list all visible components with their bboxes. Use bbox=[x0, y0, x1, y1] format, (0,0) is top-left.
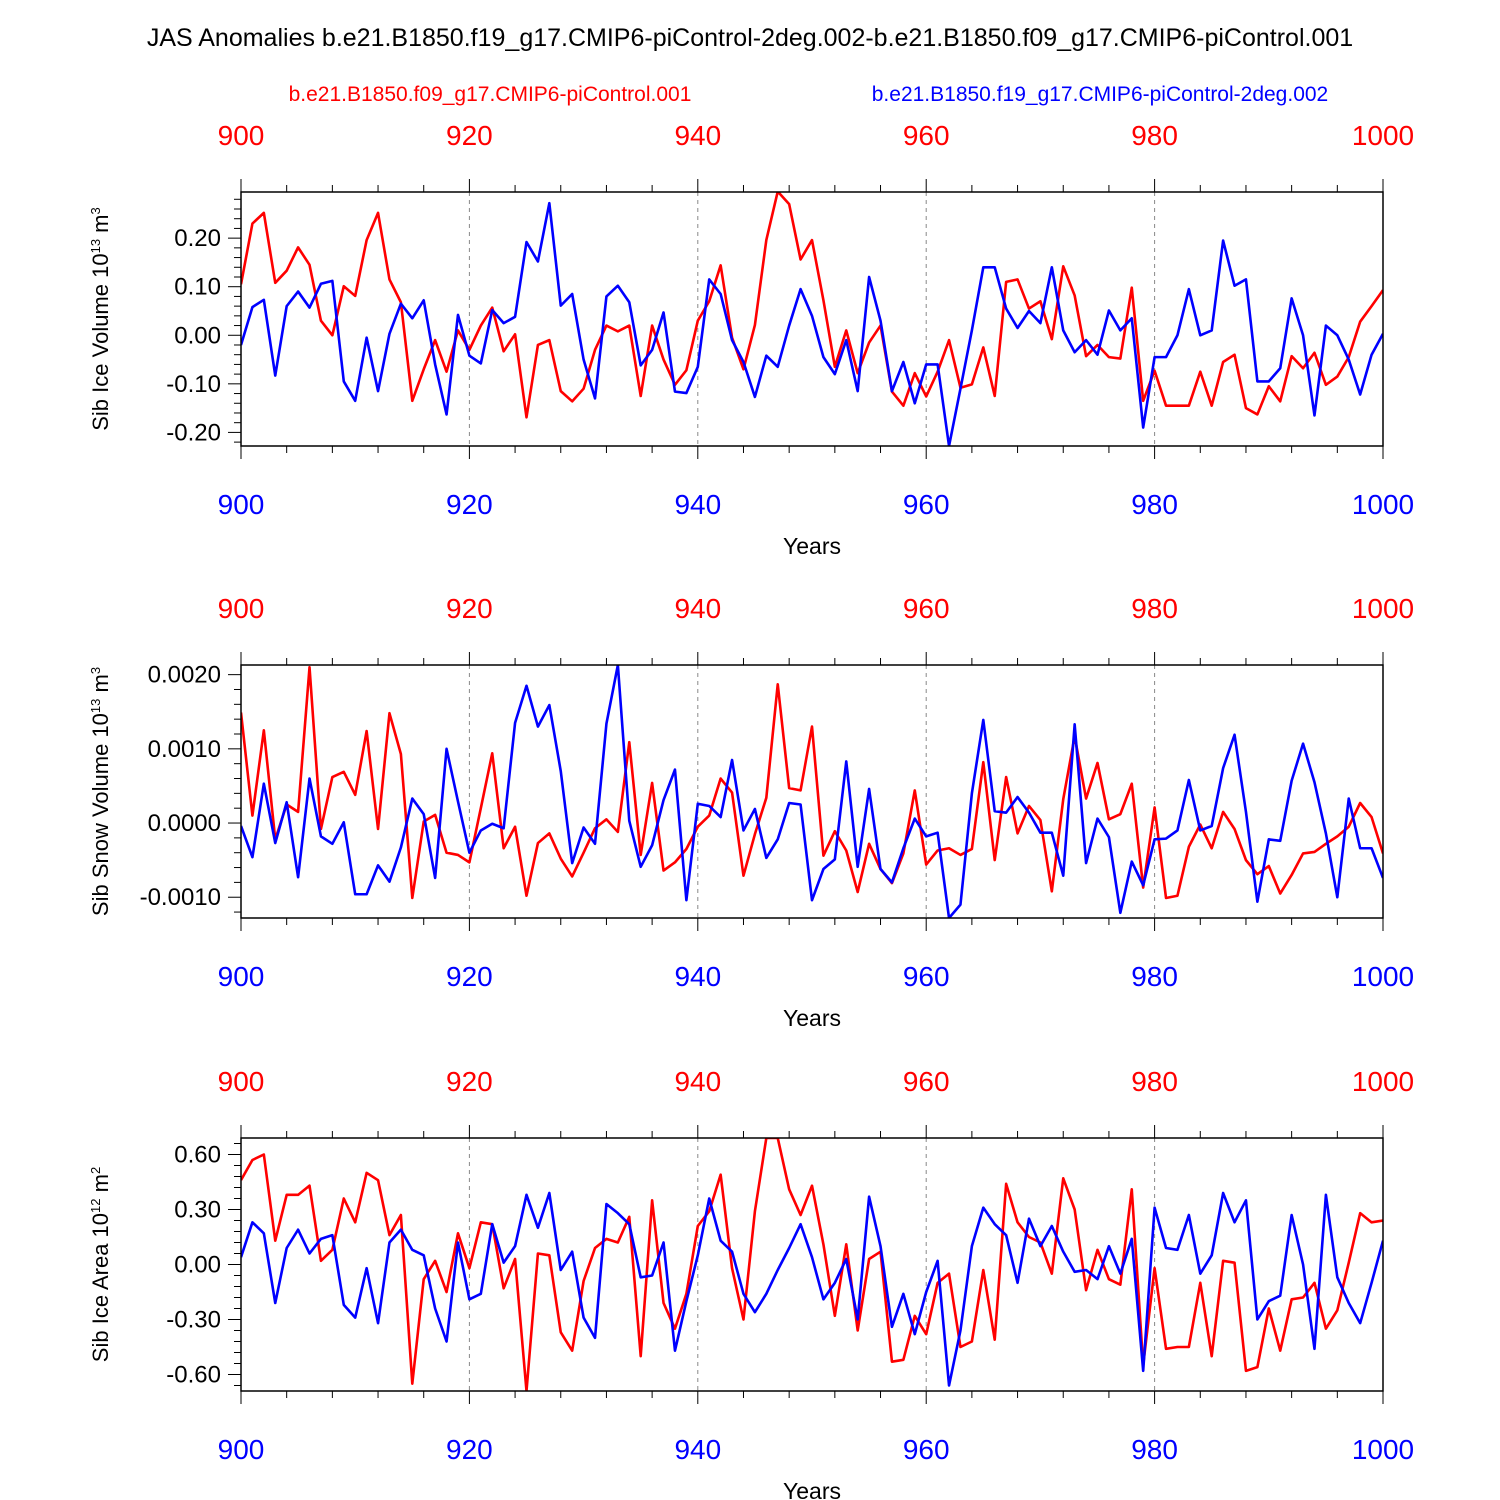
plot-frame bbox=[240, 191, 1384, 447]
y-axis-title-part: 13 bbox=[88, 699, 103, 713]
panels: -0.20 -0.10 0.00 0.10 0.20 900 900 920 920 940 940… bbox=[88, 120, 1414, 1500]
y-axis-title-part: 12 bbox=[88, 1199, 103, 1213]
y-tick-label: 0.60 bbox=[174, 1142, 221, 1169]
x-tick-label-bottom: 960 bbox=[903, 489, 950, 520]
x-tick-label-bottom: 960 bbox=[903, 1434, 950, 1465]
y-tick-label: -0.30 bbox=[166, 1307, 221, 1334]
x-tick-label-top: 900 bbox=[218, 1066, 265, 1097]
figure-title: JAS Anomalies b.e21.B1850.f19_g17.CMIP6-… bbox=[147, 24, 1353, 52]
y-tick-label: -0.20 bbox=[166, 419, 221, 446]
y-tick-label: 0.00 bbox=[174, 322, 221, 349]
x-axis-title: Years bbox=[783, 1005, 841, 1031]
y-axis-title-part: m bbox=[88, 674, 113, 698]
x-tick-label-bottom: 900 bbox=[218, 961, 265, 992]
chart-panel-3: -0.60 -0.30 0.00 0.30 0.60 900 900 920 920 940 940… bbox=[88, 1066, 1414, 1500]
y-axis-title-part: 2 bbox=[88, 1167, 103, 1174]
y-axis-title-part: m bbox=[88, 1174, 113, 1198]
x-tick-label-top: 920 bbox=[446, 120, 493, 151]
y-tick-label: -0.0010 bbox=[140, 884, 221, 911]
y-axis-title-part: 3 bbox=[88, 207, 103, 214]
x-tick-label-bottom: 980 bbox=[1131, 489, 1178, 520]
series-line-blue bbox=[241, 201, 1383, 446]
x-tick-label-top: 920 bbox=[446, 593, 493, 624]
y-tick-label: 0.0020 bbox=[148, 662, 221, 689]
x-tick-label-top: 940 bbox=[674, 120, 721, 151]
chart-panel-2: -0.0010 0.0000 0.0010 0.0020 900 900 920 920 940… bbox=[88, 593, 1414, 1031]
x-tick-label-top: 980 bbox=[1131, 120, 1178, 151]
x-tick-label-bottom: 980 bbox=[1131, 1434, 1178, 1465]
series-line-blue bbox=[241, 665, 1383, 918]
x-tick-label-top: 960 bbox=[903, 593, 950, 624]
legend-blue-label: b.e21.B1850.f19_g17.CMIP6-piControl-2deg… bbox=[872, 83, 1328, 106]
x-tick-label-top: 1000 bbox=[1352, 593, 1414, 624]
x-tick-label-bottom: 1000 bbox=[1352, 961, 1414, 992]
x-tick-label-top: 980 bbox=[1131, 593, 1178, 624]
y-axis-title-part: m bbox=[88, 214, 113, 238]
y-tick-label: 0.0010 bbox=[148, 736, 221, 763]
x-axis-title: Years bbox=[783, 1478, 841, 1500]
series-line-blue bbox=[241, 1191, 1383, 1387]
x-tick-label-bottom: 920 bbox=[446, 489, 493, 520]
x-tick-label-bottom: 900 bbox=[218, 1434, 265, 1465]
x-tick-label-bottom: 900 bbox=[218, 489, 265, 520]
x-tick-label-bottom: 940 bbox=[674, 961, 721, 992]
y-tick-label: 0.00 bbox=[174, 1252, 221, 1279]
x-tick-label-bottom: 960 bbox=[903, 961, 950, 992]
x-tick-label-top: 1000 bbox=[1352, 120, 1414, 151]
x-tick-label-bottom: 940 bbox=[674, 1434, 721, 1465]
y-tick-label: 0.30 bbox=[174, 1197, 221, 1224]
y-tick-label: 0.10 bbox=[174, 274, 221, 301]
x-tick-label-bottom: 920 bbox=[446, 1434, 493, 1465]
series-line-red bbox=[241, 1138, 1383, 1391]
x-tick-label-bottom: 940 bbox=[674, 489, 721, 520]
y-axis-title-part: Sib Snow Volume 10 bbox=[88, 713, 113, 916]
x-tick-label-top: 940 bbox=[674, 1066, 721, 1097]
y-tick-label: 0.20 bbox=[174, 225, 221, 252]
y-tick-label: -0.10 bbox=[166, 371, 221, 398]
series-line-red bbox=[241, 665, 1383, 900]
y-axis-title: Sib Snow Volume 1013 m3 bbox=[88, 667, 113, 916]
x-tick-label-top: 1000 bbox=[1352, 1066, 1414, 1097]
y-axis-title-part: Sib Ice Volume 10 bbox=[88, 253, 113, 430]
plot-frame bbox=[240, 1137, 1384, 1392]
y-axis-title-part: 13 bbox=[88, 239, 103, 253]
plot-frame bbox=[240, 664, 1384, 919]
legend-red-label: b.e21.B1850.f09_g17.CMIP6-piControl.001 bbox=[289, 83, 692, 106]
x-tick-label-top: 960 bbox=[903, 120, 950, 151]
x-tick-label-top: 920 bbox=[446, 1066, 493, 1097]
x-tick-label-top: 940 bbox=[674, 593, 721, 624]
x-tick-label-bottom: 980 bbox=[1131, 961, 1178, 992]
x-tick-label-top: 980 bbox=[1131, 1066, 1178, 1097]
y-axis-title: Sib Ice Area 1012 m2 bbox=[88, 1167, 113, 1362]
x-tick-label-top: 900 bbox=[218, 120, 265, 151]
x-axis-title: Years bbox=[783, 533, 841, 559]
y-tick-label: 0.0000 bbox=[148, 810, 221, 837]
x-tick-label-bottom: 1000 bbox=[1352, 1434, 1414, 1465]
y-axis-title: Sib Ice Volume 1013 m3 bbox=[88, 207, 113, 431]
y-tick-label: -0.60 bbox=[166, 1362, 221, 1389]
chart-panel-1: -0.20 -0.10 0.00 0.10 0.20 900 900 920 920 940 940… bbox=[88, 120, 1414, 559]
y-axis-title-part: 3 bbox=[88, 667, 103, 674]
x-tick-label-bottom: 1000 bbox=[1352, 489, 1414, 520]
x-tick-label-top: 960 bbox=[903, 1066, 950, 1097]
y-axis-title-part: Sib Ice Area 10 bbox=[88, 1213, 113, 1362]
x-tick-label-top: 900 bbox=[218, 593, 265, 624]
x-tick-label-bottom: 920 bbox=[446, 961, 493, 992]
